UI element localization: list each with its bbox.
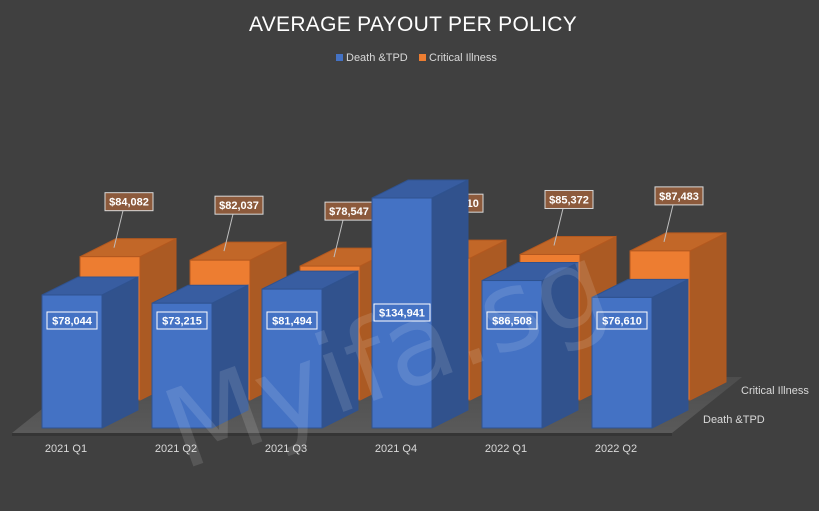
x-tick-label-1: 2021 Q2 xyxy=(155,443,197,455)
depth-axis-label-critical-illness: Critical Illness xyxy=(741,385,809,397)
bar-death-tpd-3-front xyxy=(371,197,433,429)
legend-label-death-tpd: Death &TPD xyxy=(346,52,408,64)
bar-death-tpd-5 xyxy=(591,278,689,429)
data-label-death-tpd-2: $81,494 xyxy=(272,316,313,328)
legend-swatch-death-tpd xyxy=(336,54,343,61)
data-label-death-tpd-3: $134,941 xyxy=(379,308,425,320)
data-label-box-death-tpd-0 xyxy=(46,311,98,330)
bar-death-tpd-0-side xyxy=(101,276,139,429)
data-label-box-critical-illness-4 xyxy=(544,189,594,209)
data-label-box-critical-illness-0 xyxy=(104,192,154,212)
data-label-critical-illness-1: $82,037 xyxy=(219,200,259,212)
data-label-critical-illness-0: $84,082 xyxy=(109,197,149,209)
bar-death-tpd-4-front xyxy=(481,280,543,429)
data-label-box-death-tpd-4 xyxy=(486,311,538,330)
bar-death-tpd-1 xyxy=(151,284,249,429)
data-label-box-critical-illness-1 xyxy=(214,195,264,215)
x-tick-label-0: 2021 Q1 xyxy=(45,443,87,455)
x-tick-label-2: 2021 Q3 xyxy=(265,443,307,455)
leader-line-critical-illness-4 xyxy=(553,208,564,246)
data-label-box-death-tpd-5 xyxy=(596,311,648,330)
bar-death-tpd-1-front xyxy=(151,302,213,429)
data-label-death-tpd-1: $73,215 xyxy=(162,316,202,328)
data-label-death-tpd-5: $76,610 xyxy=(602,316,642,328)
legend: Death &TPD Critical Illness xyxy=(336,52,497,64)
legend-swatch-critical-illness xyxy=(419,54,426,61)
x-axis-ticks: 2021 Q1 2021 Q2 2021 Q3 2021 Q4 2022 Q1 2022 … xyxy=(45,443,637,455)
data-label-box-death-tpd-3 xyxy=(373,303,431,322)
chart-floor-edge xyxy=(12,433,672,436)
bar-death-tpd-3 xyxy=(371,179,469,429)
bar-death-tpd-0 xyxy=(41,276,139,429)
data-label-critical-illness-5: $87,483 xyxy=(659,191,699,203)
leader-line-critical-illness-5 xyxy=(663,204,674,243)
chart-title: AVERAGE PAYOUT PER POLICY xyxy=(249,13,577,36)
leader-line-critical-illness-2 xyxy=(333,220,344,258)
data-label-death-tpd-4: $86,508 xyxy=(492,316,532,328)
data-label-death-tpd-0: $78,044 xyxy=(52,316,93,328)
data-label-critical-illness-4: $85,372 xyxy=(549,194,589,206)
bar-death-tpd-5-side xyxy=(651,278,689,429)
x-tick-label-4: 2022 Q1 xyxy=(485,443,527,455)
series-death-tpd xyxy=(41,179,689,429)
data-labels-death-tpd: $78,044 $73,215 $81,494 $134,941 $86,508 $76,… xyxy=(46,303,648,330)
legend-label-critical-illness: Critical Illness xyxy=(429,52,497,64)
data-label-box-death-tpd-2 xyxy=(266,311,318,330)
data-label-box-death-tpd-1 xyxy=(156,311,208,330)
depth-axis-label-death-tpd: Death &TPD xyxy=(703,414,765,426)
bar-critical-illness-5-side xyxy=(689,232,727,401)
bar-death-tpd-4 xyxy=(481,261,579,429)
bar-death-tpd-5-front xyxy=(591,296,653,429)
data-label-box-critical-illness-5 xyxy=(654,186,704,206)
leader-line-critical-illness-1 xyxy=(223,214,234,252)
bar-death-tpd-0-front xyxy=(41,294,103,429)
data-label-critical-illness-2: $78,547 xyxy=(329,206,369,218)
x-tick-label-3: 2021 Q4 xyxy=(375,443,417,455)
leader-line-critical-illness-0 xyxy=(113,210,124,248)
bars-layer: $84,082$82,037$78,547$83,210$85,372$87,4… xyxy=(41,179,727,429)
x-tick-label-5: 2022 Q2 xyxy=(595,443,637,455)
